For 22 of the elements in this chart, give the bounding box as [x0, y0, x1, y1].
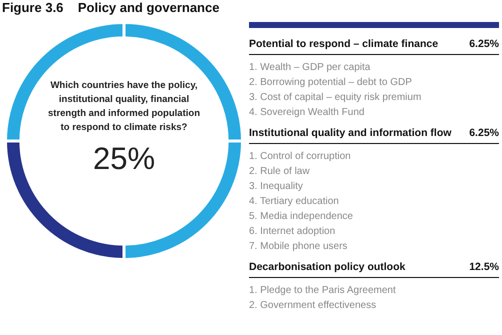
text: 25%: [92, 141, 156, 177]
chart-title: Figure 3.6 Policy and governance: [2, 0, 220, 15]
text: 3. Inequality: [249, 180, 304, 194]
text: 1. Wealth – GDP per capita: [249, 61, 372, 75]
text: 2. Government effectiveness: [249, 299, 378, 313]
text: Institutional quality and information flow: [249, 127, 452, 139]
text: 2. Borrowing potential – debt to GDP: [249, 76, 413, 90]
text: 7. Mobile phone users: [249, 240, 348, 254]
text: 6.25%: [469, 127, 499, 139]
text: 1. Pledge to the Paris Agreement: [249, 284, 397, 298]
text: 6.25%: [469, 38, 499, 50]
text: Potential to respond – climate finance: [249, 38, 438, 50]
text: 1. Control of corruption: [249, 150, 352, 164]
text: 4. Sovereign Wealth Fund: [249, 106, 366, 120]
text: Decarbonisation policy outlook: [249, 261, 406, 273]
text: 4. Tertiary education: [249, 195, 340, 209]
text: 5. Media independence: [249, 210, 354, 224]
text: 3. Cost of capital – equity risk premium: [249, 91, 422, 105]
text: 6. Internet adoption: [249, 225, 336, 239]
text: Which countries have the policy, institutional quality, financial strength and informed population to respond to climate risks?: [47, 79, 201, 135]
text: 2. Rule of law: [249, 165, 311, 179]
text: 12.5%: [469, 261, 499, 273]
